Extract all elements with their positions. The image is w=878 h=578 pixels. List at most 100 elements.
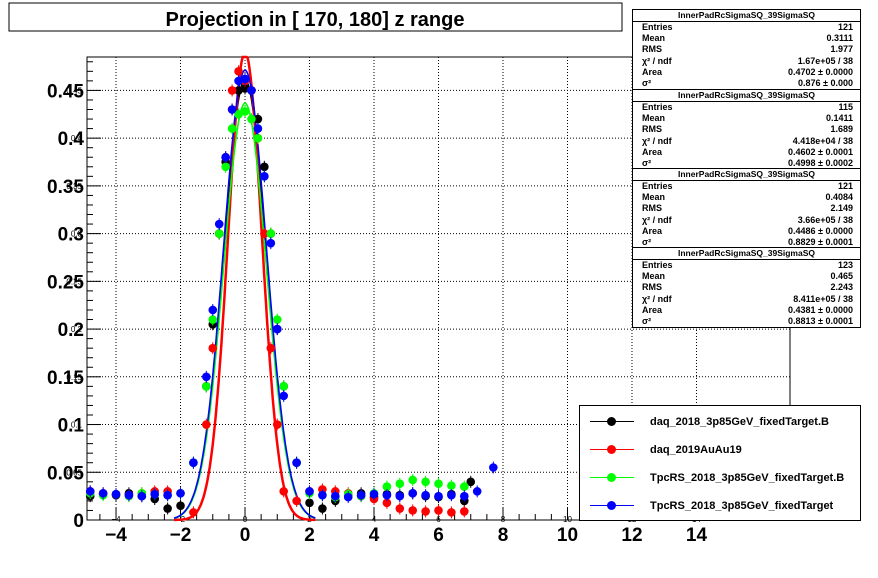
stats-row: Entries 121 <box>633 22 860 33</box>
stats-label: σ² <box>642 77 652 88</box>
data-point <box>305 498 314 508</box>
stats-row: χ² / ndf 3.66e+05 / 38 <box>633 215 860 226</box>
stats-box: InnerPadRcSigmaSQ_39SigmaSQ Entries 115 Mea… <box>632 89 861 171</box>
stats-label: Area <box>642 66 663 77</box>
data-point <box>150 489 160 499</box>
data-point <box>227 105 237 114</box>
data-point <box>137 491 147 501</box>
stats-label: Entries <box>642 260 673 270</box>
data-point <box>318 490 327 500</box>
data-point <box>266 343 276 353</box>
stats-value: 2.243 <box>830 282 853 293</box>
data-point <box>227 86 237 95</box>
x-inner-tick-label: 0 <box>243 515 248 524</box>
data-point <box>176 488 185 498</box>
legend-entry: TpcRS_2018_3p85GeV_fixedTarget.B <box>580 464 860 492</box>
data-point <box>356 490 366 500</box>
data-point <box>434 479 443 489</box>
stats-row: RMS 1.977 <box>633 44 860 55</box>
title-box <box>8 2 623 32</box>
stats-value: 123 <box>837 260 853 270</box>
y-inner-tick-label: 0.25 <box>66 277 82 286</box>
y-inner-tick-label: 0.45 <box>66 86 82 95</box>
x-tick-label: 14 <box>686 525 708 546</box>
data-point <box>421 507 430 516</box>
stats-value: 3.66e+05 / 38 <box>797 214 853 225</box>
stats-label: χ² / ndf <box>642 135 672 146</box>
data-point <box>247 114 256 124</box>
axis-labels: −4−4−2−2002244668810101212141400.050.10.… <box>47 81 707 546</box>
stats-label: RMS <box>642 203 662 214</box>
legend-entry: TpcRS_2018_3p85GeV_fixedTarget <box>580 492 860 520</box>
data-point <box>447 508 456 517</box>
legend-label: TpcRS_2018_3p85GeV_fixedTarget <box>650 500 834 512</box>
data-point <box>234 109 243 119</box>
y-tick-label: 0.2 <box>58 320 84 341</box>
stats-value: 0.4486 ± 0.0000 <box>788 225 853 236</box>
stats-label: Entries <box>642 22 673 32</box>
data-point <box>234 86 243 95</box>
data-point <box>472 487 482 496</box>
legend: daq_2018_3p85GeV_fixedTarget.B daq_2019A… <box>579 405 861 521</box>
stats-box: InnerPadRcSigmaSQ_39SigmaSQ Entries 121 Mea… <box>632 168 861 250</box>
data-point <box>459 482 469 491</box>
stats-row: Area 0.4602 ± 0.0001 <box>633 147 860 158</box>
data-point <box>369 489 379 499</box>
stats-title: InnerPadRcSigmaSQ_39SigmaSQ <box>633 169 860 181</box>
x-tick-label: −2 <box>170 525 192 546</box>
data-point <box>331 491 340 501</box>
stats-title: InnerPadRcSigmaSQ_39SigmaSQ <box>633 10 860 22</box>
x-inner-tick-label: 8 <box>501 515 506 524</box>
stats-value: 8.411e+05 / 38 <box>793 293 853 304</box>
data-point <box>208 315 218 324</box>
legend-marker <box>607 445 616 454</box>
stats-row: χ² / ndf 4.418e+04 / 38 <box>633 136 860 147</box>
legend-entry: daq_2018_3p85GeV_fixedTarget.B <box>580 408 860 436</box>
data-point <box>202 382 211 391</box>
data-point <box>163 490 172 500</box>
stats-row: Mean 0.4084 <box>633 192 860 203</box>
data-point <box>240 84 250 93</box>
data-point <box>382 498 392 508</box>
y-tick-label: 0.45 <box>47 81 84 102</box>
stats-value: 1.689 <box>830 124 853 135</box>
stats-row: Entries 121 <box>633 181 860 192</box>
data-point <box>247 86 256 95</box>
stats-label: χ² / ndf <box>642 293 672 304</box>
legend-label: daq_2019AuAu19 <box>650 444 742 456</box>
y-inner-tick-label: 0.3 <box>71 230 83 239</box>
stats-row: χ² / ndf 8.411e+05 / 38 <box>633 294 860 305</box>
data-point <box>163 504 172 513</box>
data-point <box>253 124 263 133</box>
x-inner-tick-label: −4 <box>111 515 121 524</box>
x-tick-label: −4 <box>105 525 127 546</box>
stats-label: Mean <box>642 192 666 203</box>
data-point <box>272 420 282 429</box>
y-tick-label: 0.3 <box>58 225 84 246</box>
stats-value: 1.67e+05 / 38 <box>797 55 853 66</box>
stats-value: 115 <box>838 102 853 112</box>
stats-value: 0.4084 <box>825 192 853 203</box>
stats-row: RMS 2.243 <box>633 282 860 293</box>
stats-row: σ² 0.4998 ± 0.0002 <box>633 158 860 169</box>
data-point <box>382 490 392 500</box>
legend-entry: daq_2019AuAu19 <box>580 436 860 464</box>
x-tick-label: 4 <box>369 525 380 546</box>
stats-label: χ² / ndf <box>642 55 672 66</box>
stats-row: σ² 0.8813 ± 0.0001 <box>633 316 860 327</box>
data-point <box>208 343 218 353</box>
stats-label: σ² <box>642 315 652 326</box>
y-tick-label: 0.15 <box>47 368 84 389</box>
data-point <box>305 487 314 496</box>
stats-value: 0.1411 <box>825 113 853 124</box>
y-inner-tick-label: 0.05 <box>66 468 82 477</box>
y-tick-label: 0.4 <box>58 129 85 150</box>
stats-label: RMS <box>642 44 662 55</box>
data-point <box>85 487 95 496</box>
stats-value: 0.4702 ± 0.0000 <box>788 66 853 77</box>
data-point <box>253 114 263 124</box>
stats-row: Mean 0.465 <box>633 271 860 282</box>
y-inner-tick-label: 0.15 <box>66 373 82 382</box>
data-point <box>208 305 218 315</box>
